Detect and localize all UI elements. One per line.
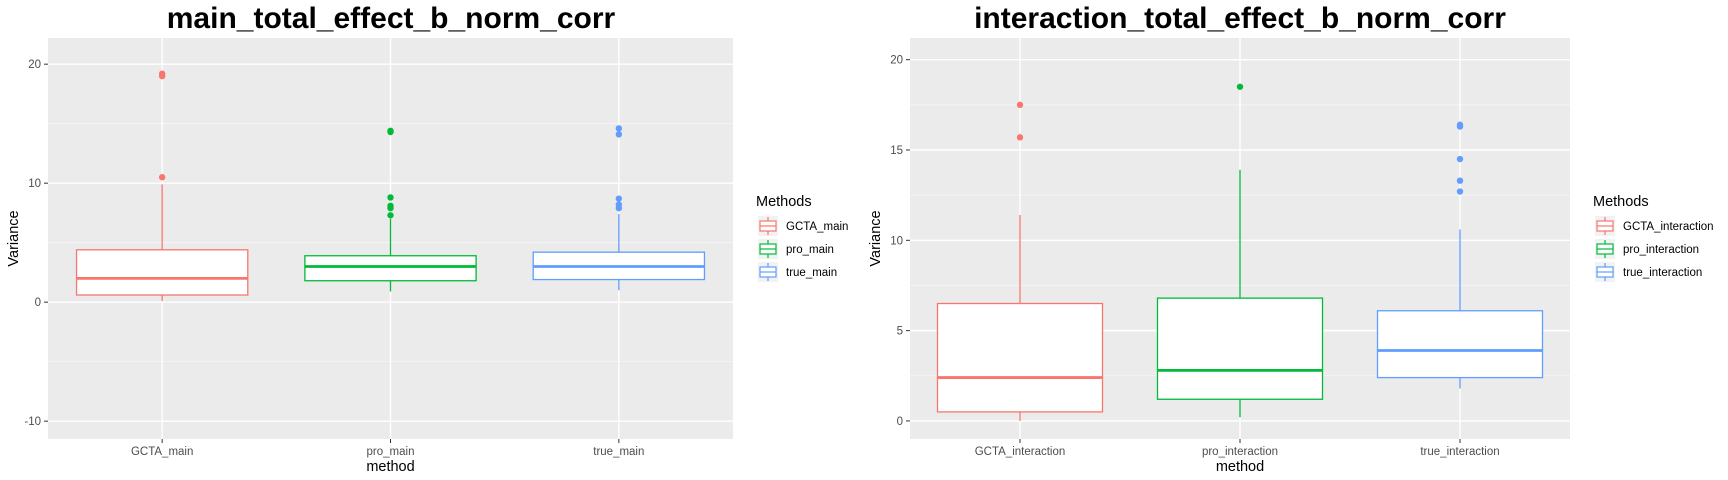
outlier-point (1456, 121, 1464, 128)
box-body (1376, 310, 1544, 379)
chart-title: main_total_effect_b_norm_corr (167, 2, 616, 35)
outlier-point (1456, 177, 1464, 184)
outlier-point (1016, 134, 1024, 141)
chart-panel-2: interaction_total_effect_b_norm_corr 0 5 10… (868, 2, 1714, 475)
box-pro_interaction (1156, 83, 1324, 418)
y-axis-title: Variance (6, 210, 22, 266)
chart-title: interaction_total_effect_b_norm_corr (974, 2, 1506, 35)
box-body (1156, 297, 1324, 400)
legend-key (1595, 216, 1615, 236)
y-tick-label: 0 (897, 416, 903, 428)
box-GCTA_interaction (936, 101, 1104, 421)
legend-label: pro_interaction (1623, 244, 1699, 256)
y-tick-label: 15 (890, 145, 903, 157)
outlier-point (615, 131, 623, 138)
outlier-point (1456, 155, 1464, 163)
outlier-point (158, 174, 166, 181)
y-tick-label: 5 (897, 326, 903, 338)
y-axis-title: Variance (868, 210, 884, 266)
legend-label: pro_main (786, 244, 834, 256)
outlier-point (615, 195, 623, 202)
y-tick-label: 10 (28, 178, 41, 190)
box-body (75, 249, 249, 296)
box-true_interaction (1376, 121, 1544, 389)
legend-label: GCTA_interaction (1623, 221, 1714, 233)
outlier-point (387, 212, 394, 219)
legend-key (758, 216, 778, 236)
y-tick-label: 0 (35, 297, 41, 309)
y-tick-label: 20 (890, 55, 903, 67)
outlier-point (387, 127, 394, 135)
y-tick-label: 20 (28, 59, 41, 71)
chart-panel-1: main_total_effect_b_norm_corr -10 0 10 20 GCT… (6, 2, 848, 475)
outlier-point (158, 70, 166, 77)
legend: Methods GCTA_main pro_main true_main (756, 194, 848, 282)
x-tick-label: pro_main (367, 446, 415, 458)
x-tick-label: pro_interaction (1202, 446, 1278, 458)
legend-key (758, 262, 778, 282)
outlier-point (1236, 83, 1244, 90)
legend-label: true_main (786, 267, 837, 279)
legend-key (758, 239, 778, 259)
box-true_main (532, 125, 706, 291)
y-tick-label: -10 (24, 416, 41, 428)
box-GCTA_main (75, 70, 249, 301)
outlier-point (615, 201, 623, 208)
outlier-point (387, 194, 394, 201)
legend-title: Methods (756, 194, 812, 210)
legend-label: GCTA_main (786, 221, 848, 233)
x-axis-title: method (366, 459, 414, 475)
legend: Methods GCTA_interaction pro_interactiontr… (1593, 194, 1714, 282)
outlier-point (387, 202, 394, 209)
box-body (304, 255, 477, 282)
legend-key (1595, 239, 1615, 259)
y-tick-label: 10 (890, 235, 903, 247)
x-tick-label: true_main (593, 446, 644, 458)
legend-key (1595, 262, 1615, 282)
outlier-point (1456, 188, 1464, 195)
x-tick-label: GCTA_interaction (975, 446, 1066, 458)
x-axis-title: method (1216, 459, 1264, 475)
box-body (936, 302, 1104, 413)
box-pro_main (304, 127, 477, 292)
x-tick-label: GCTA_main (131, 446, 193, 458)
outlier-point (1016, 101, 1024, 109)
x-tick-label: true_interaction (1420, 446, 1499, 458)
outlier-point (615, 125, 623, 132)
legend-title: Methods (1593, 194, 1649, 210)
legend-label: true_interaction (1623, 267, 1702, 279)
